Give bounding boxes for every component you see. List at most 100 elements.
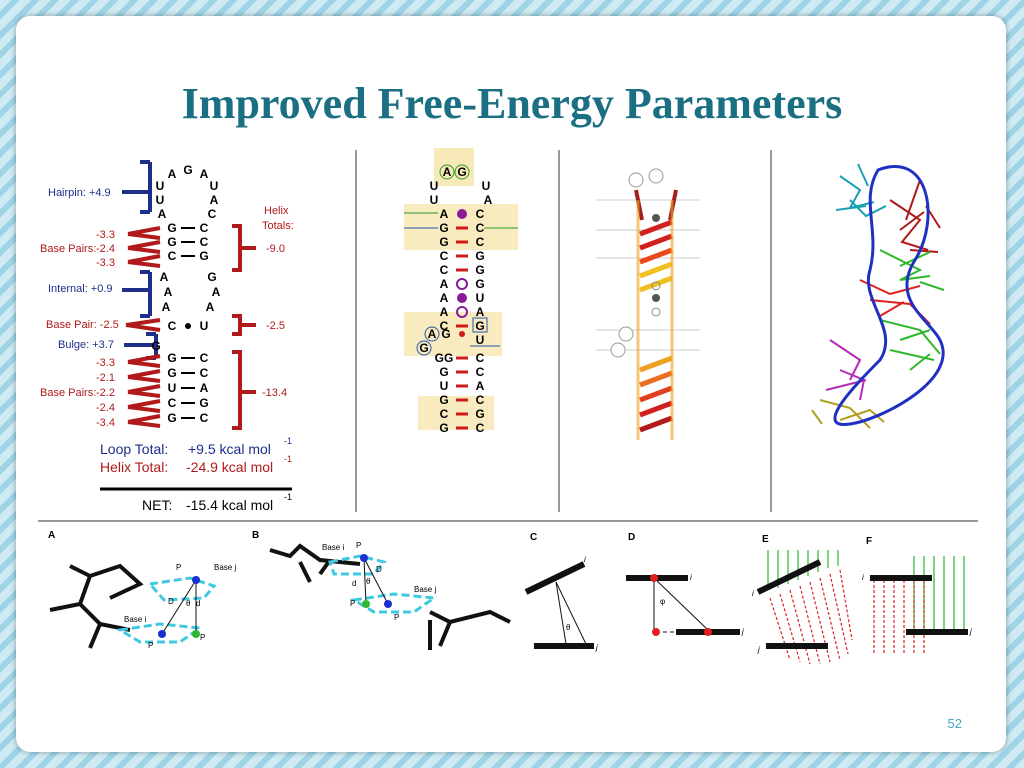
svg-text:A: A bbox=[440, 207, 449, 221]
bp3-v3: -2.4 bbox=[96, 402, 115, 414]
svg-text:G: G bbox=[199, 396, 208, 410]
panel-E: E i j bbox=[752, 534, 853, 665]
svg-text:D: D bbox=[376, 565, 382, 574]
svg-text:G: G bbox=[439, 365, 448, 379]
svg-text:GG: GG bbox=[435, 351, 454, 365]
svg-text:G: G bbox=[475, 407, 484, 421]
panel-A: A P Base j D θ d Base i P P bbox=[48, 530, 236, 650]
helix-total-1: -2.5 bbox=[266, 320, 285, 332]
svg-text:G: G bbox=[207, 270, 216, 284]
svg-text:U: U bbox=[168, 381, 177, 395]
svg-text:G: G bbox=[439, 421, 448, 435]
bp3-v4: -3.4 bbox=[96, 417, 115, 429]
svg-text:G: G bbox=[439, 221, 448, 235]
svg-text:C: C bbox=[476, 207, 485, 221]
svg-text:A: A bbox=[440, 277, 449, 291]
svg-text:G: G bbox=[441, 327, 450, 341]
svg-text:-1: -1 bbox=[284, 454, 292, 464]
svg-text:C: C bbox=[440, 249, 449, 263]
bp3-v0: -3.3 bbox=[96, 357, 115, 369]
svg-text:G: G bbox=[167, 235, 176, 249]
svg-text:C: C bbox=[168, 249, 177, 263]
svg-text:A: A bbox=[210, 193, 219, 207]
svg-text:U: U bbox=[430, 193, 439, 207]
svg-text:A: A bbox=[476, 305, 485, 319]
svg-text:i: i bbox=[584, 555, 586, 564]
helix-total-0: -9.0 bbox=[266, 243, 285, 255]
svg-text:A: A bbox=[206, 300, 215, 314]
colored-helix-panel bbox=[596, 168, 700, 440]
svg-text:U: U bbox=[476, 333, 485, 347]
svg-text:P: P bbox=[176, 563, 181, 572]
svg-text:C: C bbox=[168, 319, 177, 333]
svg-text:A: A bbox=[484, 193, 493, 207]
svg-text:E: E bbox=[762, 534, 769, 545]
svg-text:U: U bbox=[156, 179, 165, 193]
svg-text:Base i: Base i bbox=[124, 615, 146, 624]
energy-panel: Hairpin: +4.9 -3.3 Base Pairs: -2.4 -3.3… bbox=[40, 160, 294, 513]
svg-text:U: U bbox=[156, 193, 165, 207]
svg-text:P: P bbox=[394, 613, 399, 622]
panel-B: B Base i P D θ d P P Base j bbox=[252, 530, 511, 650]
bp1-v1: -2.4 bbox=[96, 243, 115, 255]
svg-text:C: C bbox=[168, 396, 177, 410]
helix-total-value: -24.9 kcal mol bbox=[186, 459, 273, 475]
svg-text:j: j bbox=[969, 627, 972, 636]
svg-text:G: G bbox=[167, 351, 176, 365]
bp3-v2: -2.2 bbox=[96, 387, 115, 399]
svg-text:θ: θ bbox=[566, 623, 571, 632]
svg-text:U: U bbox=[482, 179, 491, 193]
svg-text:A: A bbox=[200, 167, 209, 181]
svg-text:C: C bbox=[476, 351, 485, 365]
internal-label: Internal: +0.9 bbox=[48, 283, 113, 295]
svg-text:j: j bbox=[741, 627, 744, 636]
svg-text:G: G bbox=[475, 277, 484, 291]
svg-text:C: C bbox=[440, 263, 449, 277]
svg-text:P: P bbox=[200, 633, 205, 642]
svg-text:U: U bbox=[210, 179, 219, 193]
svg-text:D: D bbox=[628, 532, 635, 543]
svg-text:P: P bbox=[356, 541, 361, 550]
svg-text:G: G bbox=[475, 319, 484, 333]
svg-text:Base i: Base i bbox=[322, 543, 344, 552]
hairpin-label: Hairpin: +4.9 bbox=[48, 187, 111, 199]
svg-text:A: A bbox=[164, 285, 173, 299]
svg-text:j: j bbox=[757, 645, 760, 654]
svg-text:G: G bbox=[167, 221, 176, 235]
page-number: 52 bbox=[947, 716, 962, 731]
svg-text:-1: -1 bbox=[284, 492, 292, 502]
bp1-label: Base Pairs: bbox=[40, 243, 96, 255]
svg-text:A: A bbox=[158, 207, 167, 221]
svg-text:G: G bbox=[167, 411, 176, 425]
svg-text:P: P bbox=[350, 599, 355, 608]
svg-text:C: C bbox=[200, 351, 209, 365]
svg-text:C: C bbox=[200, 235, 209, 249]
svg-text:U: U bbox=[440, 379, 449, 393]
svg-text:C: C bbox=[208, 207, 217, 221]
helix-total-label: Helix Total: bbox=[100, 459, 168, 475]
svg-text:C: C bbox=[476, 393, 485, 407]
loop-total-value: +9.5 kcal mol bbox=[188, 441, 271, 457]
helix-totals-label-1: Helix bbox=[264, 205, 289, 217]
bp3-v1: -2.1 bbox=[96, 372, 115, 384]
svg-text:G: G bbox=[167, 366, 176, 380]
svg-text:C: C bbox=[530, 532, 537, 543]
svg-text:A: A bbox=[162, 300, 171, 314]
svg-text:j: j bbox=[595, 643, 598, 652]
svg-text:B: B bbox=[252, 530, 259, 541]
panel-C: C i j θ bbox=[524, 532, 598, 652]
svg-text:G: G bbox=[419, 341, 428, 355]
svg-text:Base j: Base j bbox=[214, 563, 236, 572]
svg-text:i: i bbox=[752, 589, 754, 598]
svg-text:G: G bbox=[439, 235, 448, 249]
svg-text:G: G bbox=[475, 249, 484, 263]
slide-card bbox=[16, 16, 1006, 752]
svg-text:A: A bbox=[168, 167, 177, 181]
svg-text:G: G bbox=[457, 165, 466, 179]
loop-total-label: Loop Total: bbox=[100, 441, 168, 457]
svg-text:A: A bbox=[443, 165, 452, 179]
svg-text:U: U bbox=[430, 179, 439, 193]
